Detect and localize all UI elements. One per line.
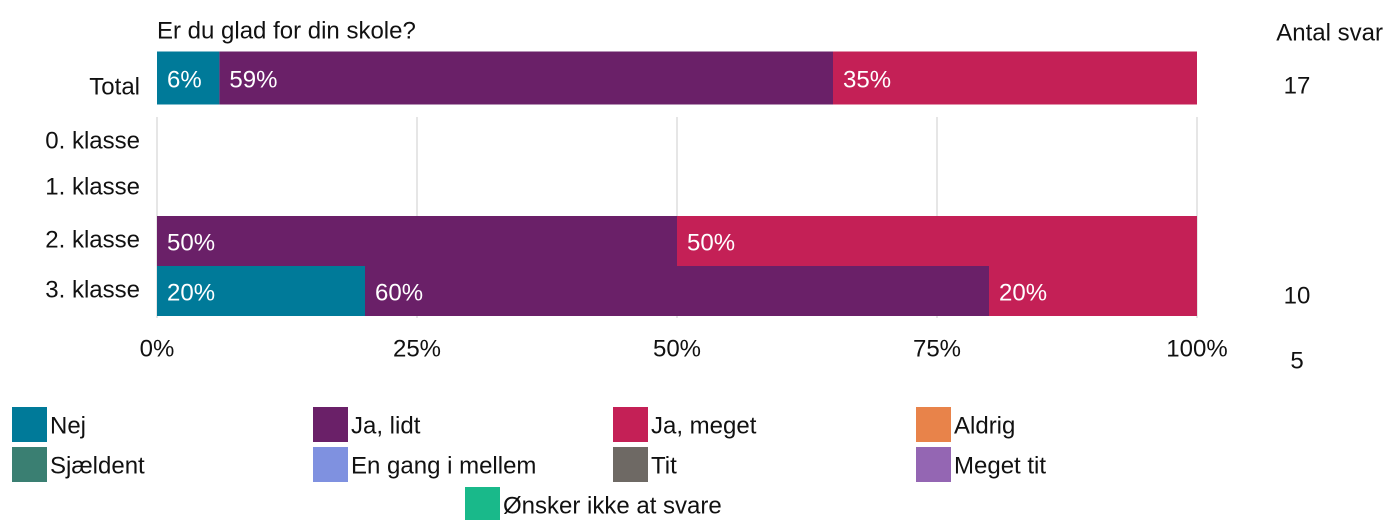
bar-segment bbox=[219, 51, 833, 105]
y-tick-label: 3. klasse bbox=[45, 276, 140, 303]
y-tick-label: 2. klasse bbox=[45, 226, 140, 253]
chart-title: Er du glad for din skole? bbox=[157, 17, 416, 44]
legend-label: Tit bbox=[651, 452, 677, 479]
bar-segment bbox=[365, 266, 989, 316]
legend-swatch bbox=[313, 447, 348, 482]
legend-label: Aldrig bbox=[954, 412, 1015, 439]
y-tick-label: 0. klasse bbox=[45, 127, 140, 154]
y-tick-label: Total bbox=[89, 73, 140, 100]
legend-swatch bbox=[465, 487, 500, 520]
x-tick-label: 0% bbox=[140, 335, 175, 362]
legend-label: En gang i mellem bbox=[351, 452, 536, 479]
count-label: 10 bbox=[1284, 282, 1311, 309]
legend-label: Sjældent bbox=[50, 452, 145, 479]
legend-label: Meget tit bbox=[954, 452, 1046, 479]
x-tick-label: 100% bbox=[1166, 335, 1227, 362]
data-label: 20% bbox=[167, 279, 215, 306]
bar-segment bbox=[677, 216, 1197, 266]
bar-segment bbox=[157, 51, 220, 105]
bar-segment bbox=[833, 51, 1197, 105]
x-tick-label: 75% bbox=[913, 335, 961, 362]
data-label: 50% bbox=[167, 229, 215, 256]
legend-swatch bbox=[916, 447, 951, 482]
legend-swatch bbox=[12, 447, 47, 482]
legend-label: Ønsker ikke at svare bbox=[503, 492, 722, 519]
x-tick-label: 25% bbox=[393, 335, 441, 362]
data-label: 60% bbox=[375, 279, 423, 306]
bar-segment bbox=[157, 216, 677, 266]
count-label: 17 bbox=[1284, 72, 1311, 99]
count-label: 5 bbox=[1290, 347, 1303, 374]
data-label: 50% bbox=[687, 229, 735, 256]
legend-swatch bbox=[916, 407, 951, 442]
data-label: 59% bbox=[229, 66, 277, 93]
data-label: 35% bbox=[843, 66, 891, 93]
legend-swatch bbox=[613, 407, 648, 442]
legend-label: Nej bbox=[50, 412, 86, 439]
legend-swatch bbox=[613, 447, 648, 482]
legend-label: Ja, lidt bbox=[351, 412, 421, 439]
bar-segment bbox=[989, 266, 1197, 316]
x-tick-label: 50% bbox=[653, 335, 701, 362]
data-label: 6% bbox=[167, 66, 202, 93]
counts-title: Antal svar bbox=[1276, 19, 1383, 46]
legend-swatch bbox=[313, 407, 348, 442]
legend-label: Ja, meget bbox=[651, 412, 757, 439]
y-tick-label: 1. klasse bbox=[45, 173, 140, 200]
legend-swatch bbox=[12, 407, 47, 442]
bar-segment bbox=[157, 266, 365, 316]
data-label: 20% bbox=[999, 279, 1047, 306]
